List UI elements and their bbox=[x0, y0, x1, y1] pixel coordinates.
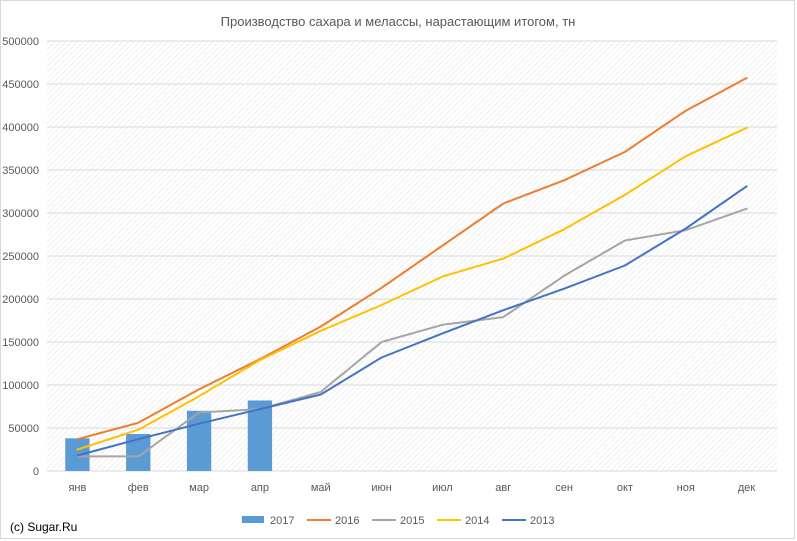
y-tick-label: 400000 bbox=[2, 122, 39, 134]
y-tick-label: 100000 bbox=[2, 380, 39, 392]
y-axis: 0 50000 100000 150000 200000 250000 300000 3500… bbox=[2, 36, 39, 478]
x-tick-label: авг bbox=[495, 482, 511, 494]
legend-label-2015: 2015 bbox=[400, 515, 424, 527]
legend-swatch-2017 bbox=[242, 516, 264, 523]
x-tick-label: сен bbox=[555, 482, 573, 494]
legend-label-2013: 2013 bbox=[530, 515, 554, 527]
y-tick-label: 50000 bbox=[8, 423, 39, 435]
chart-title: Производство сахара и мелассы, нарастающ… bbox=[221, 14, 576, 29]
y-tick-label: 500000 bbox=[2, 36, 39, 48]
legend: 2017 2016 2015 2014 2013 bbox=[242, 515, 554, 527]
gridlines bbox=[47, 40, 777, 472]
legend-label-2017: 2017 bbox=[270, 515, 294, 527]
line-2015 bbox=[76, 207, 748, 458]
line-2016 bbox=[76, 77, 748, 441]
x-tick-label: май bbox=[311, 482, 331, 494]
line-2013 bbox=[76, 185, 748, 457]
y-tick-label: 0 bbox=[33, 466, 39, 478]
x-tick-label: апр bbox=[251, 482, 269, 494]
x-tick-label: дек bbox=[738, 482, 756, 494]
legend-label-2016: 2016 bbox=[335, 515, 359, 527]
x-tick-label: фев bbox=[128, 482, 149, 494]
legend-label-2014: 2014 bbox=[465, 515, 489, 527]
bar-series bbox=[65, 400, 273, 471]
x-tick-label: июл bbox=[432, 482, 453, 494]
x-tick-label: окт bbox=[617, 482, 633, 494]
y-tick-label: 250000 bbox=[2, 251, 39, 263]
y-tick-label: 200000 bbox=[2, 294, 39, 306]
x-tick-label: янв bbox=[68, 482, 86, 494]
watermark-text: (c) Sugar.Ru bbox=[10, 520, 77, 534]
x-tick-label: мар bbox=[189, 482, 209, 494]
bar-2017-апр bbox=[247, 400, 273, 471]
x-tick-label: июн bbox=[371, 482, 391, 494]
x-tick-label: ноя bbox=[677, 482, 695, 494]
line-2014 bbox=[76, 126, 748, 451]
y-tick-label: 150000 bbox=[2, 337, 39, 349]
y-tick-label: 300000 bbox=[2, 208, 39, 220]
y-tick-label: 350000 bbox=[2, 165, 39, 177]
line-series bbox=[76, 77, 748, 458]
y-tick-label: 450000 bbox=[2, 79, 39, 91]
x-axis: янв фев мар апр май июн июл авг сен окт ноя дек bbox=[68, 482, 755, 494]
